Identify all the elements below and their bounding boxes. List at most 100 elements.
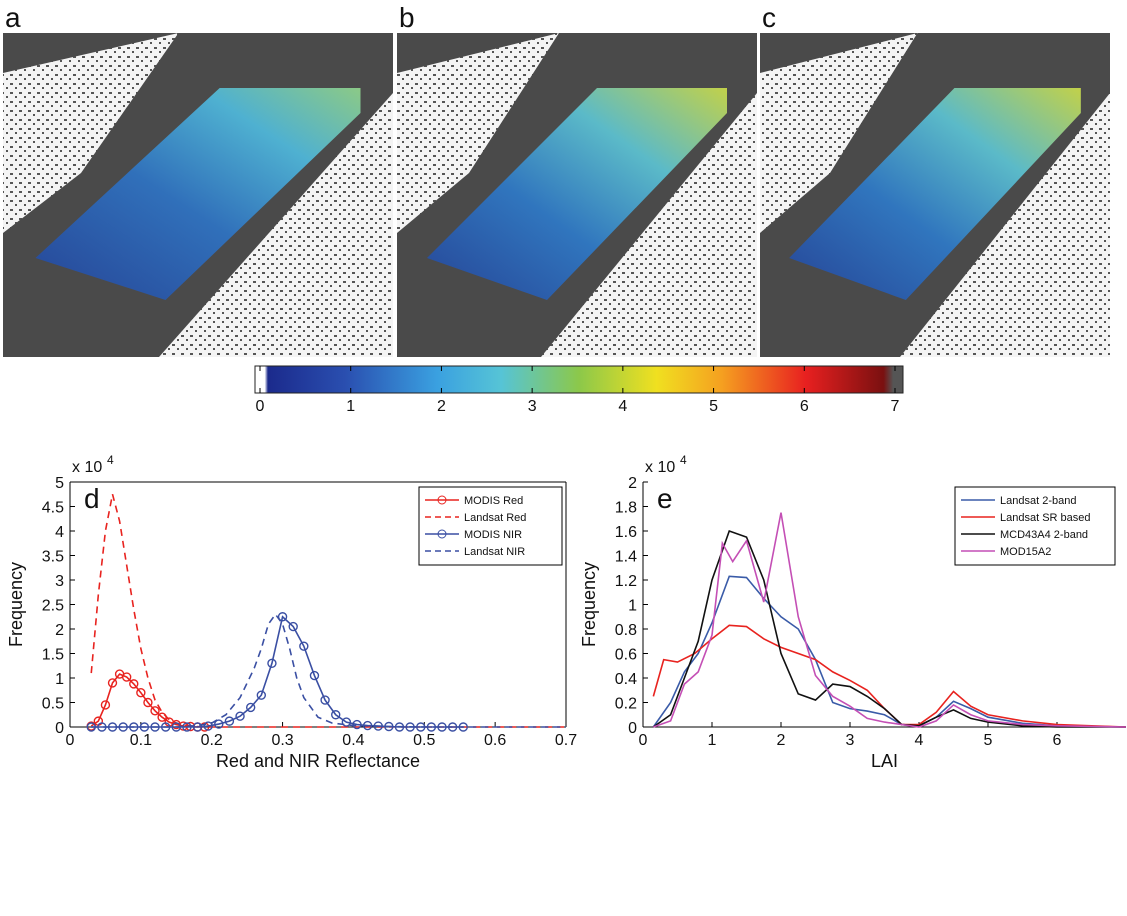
legend-label: MODIS Red [464,495,523,507]
y-tick-label: 0 [628,720,637,737]
series-line [652,624,1127,728]
colorbar-tick-label: 7 [891,398,900,415]
y-tick-label: 1 [55,671,64,688]
map-clear-area [3,33,179,233]
y-tick-label: 2.5 [42,598,64,615]
y-tick-label: 4.5 [42,500,64,517]
y-multiplier: x 10 [72,459,102,476]
colorbar-tick-label: 1 [346,398,355,415]
map-panel: b [397,2,757,357]
series-marker [150,706,160,716]
map-panels: a b c [3,2,1110,357]
colorbar-tick-label: 4 [618,398,627,415]
series-line [652,529,1126,728]
series-marker [192,722,203,732]
x-tick-label: 0 [66,732,75,749]
y-axis-label: Frequency [579,562,599,647]
x-tick-label: 2 [777,732,786,749]
series-marker [214,719,224,729]
colorbar-tick-label: 3 [528,398,537,415]
series-line [91,612,566,728]
y-tick-label: 1 [628,598,637,615]
legend-label: MODIS NIR [464,529,522,541]
colorbar-tick-label: 5 [709,398,718,415]
x-tick-label: 3 [846,732,855,749]
series-marker [299,641,309,651]
x-tick-label: 0.7 [555,732,577,749]
x-tick-label: 1 [708,732,717,749]
legend-marker [437,495,447,505]
x-axis-label: Red and NIR Reflectance [216,751,420,771]
y-axis-label: Frequency [6,562,26,647]
y-tick-label: 0 [55,720,64,737]
legend-label: Landsat NIR [464,546,525,558]
line-chart: 0 1 2 3 4 5 600.20.40.60.811.21.41.61.82x 10 4L… [579,453,1127,771]
x-tick-label: 0.4 [342,732,364,749]
colorbar-tick-label: 0 [256,398,265,415]
panel-label: b [399,2,415,33]
series-marker [341,717,352,727]
series-marker [352,719,362,730]
y-tick-label: 1.4 [615,549,637,566]
series-marker [245,702,256,713]
colorbar-gradient [254,365,904,394]
y-tick-label: 1.8 [615,500,637,517]
series-marker [100,700,111,710]
legend-marker [437,529,447,539]
series-marker [277,612,288,622]
x-tick-label: 0.1 [130,732,152,749]
legend: Landsat 2-band Landsat SR based MCD43A4 2-… [954,486,1116,566]
legend-label: MOD15A2 [1000,546,1051,558]
y-tick-label: 2 [55,622,64,639]
legend-label: Landsat Red [464,512,526,524]
y-tick-label: 5 [55,475,64,492]
y-tick-label: 1.5 [42,647,64,664]
y-tick-label: 3.5 [42,549,64,566]
x-tick-label: 6 [1053,732,1062,749]
series-marker [235,711,245,721]
y-tick-label: 1.6 [615,524,637,541]
map-panel: a [3,2,393,357]
legend-label: Landsat 2-band [1000,495,1076,507]
series-marker [107,678,118,688]
series-marker [331,710,341,720]
y-tick-label: 0.2 [615,696,637,713]
x-tick-label: 0.2 [201,732,223,749]
y-multiplier: x 10 [645,459,675,476]
colorbar-tick-label: 6 [800,398,809,415]
series-line [653,512,1127,728]
colorbar: 0 1 2 3 4 5 6 7 [254,365,904,415]
map-panel: c [760,2,1110,357]
series-marker [129,679,139,689]
y-tick-label: 3 [55,573,64,590]
x-axis-label: LAI [871,751,898,771]
y-tick-label: 0.8 [615,622,637,639]
panel-label: a [5,2,21,33]
y-tick-label: 2 [628,475,637,492]
x-tick-label: 0 [639,732,648,749]
y-tick-label: 0.6 [615,647,637,664]
series-marker [224,716,235,726]
charts: 0 0.1 0.2 0.3 0.4 0.5 0.6 0.7 0 0.5 1 1.5 2 2.5 3 3.5 4 4… [6,453,1127,771]
series-line [652,575,1127,728]
colorbar-tick-label: 2 [437,398,446,415]
y-multiplier-exponent: 4 [107,453,114,467]
lai-swath [427,88,727,300]
map-clear-area [541,93,757,357]
series-marker [150,722,160,732]
map-clear-area [760,33,918,233]
y-tick-label: 4 [55,524,64,541]
chart-title: d [84,483,100,514]
map-clear-area [159,93,393,357]
legend-label: Landsat SR based [1000,512,1091,524]
x-tick-label: 0.6 [484,732,506,749]
series-marker [309,670,320,681]
series-marker [384,721,394,732]
map-clear-area [900,93,1110,357]
y-tick-label: 0.4 [615,671,637,688]
legend: MODIS Red Landsat Red MODIS NIR Landsat NIR [418,486,563,566]
line-chart: 0 0.1 0.2 0.3 0.4 0.5 0.6 0.7 0 0.5 1 1.5 2 2.5 3 3.5 4 4… [6,453,577,771]
series-marker [121,672,132,682]
